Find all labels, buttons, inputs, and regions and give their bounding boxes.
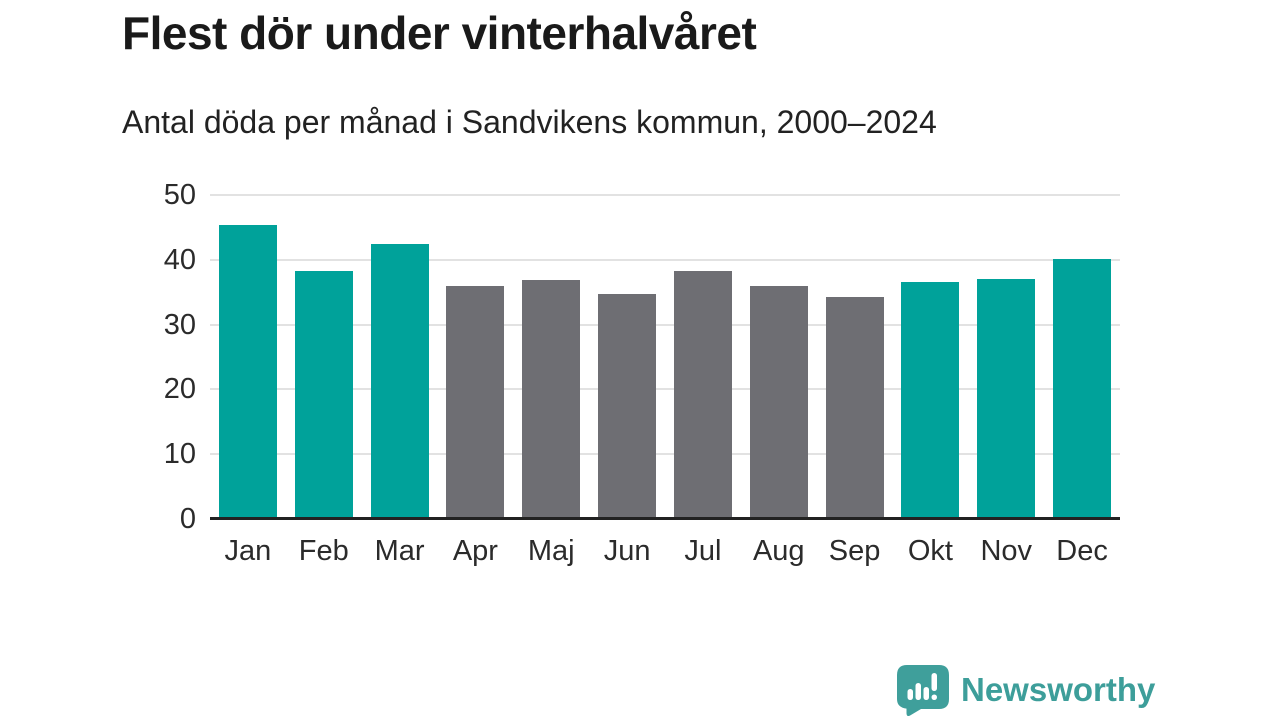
- chart-subtitle: Antal döda per månad i Sandvikens kommun…: [122, 104, 937, 140]
- x-axis-tick-label: Nov: [980, 535, 1033, 567]
- bar-apr: [446, 285, 505, 519]
- plot-area: [210, 194, 1120, 520]
- x-axis-tick-label: Jan: [224, 535, 272, 567]
- bar-sep: [825, 297, 884, 519]
- brand-name: Newsworthy: [961, 671, 1156, 708]
- x-axis-tick-label: Mar: [374, 535, 425, 567]
- y-axis-tick-label: 0: [179, 503, 196, 535]
- x-axis-line: [210, 517, 1120, 520]
- bar-okt: [901, 281, 960, 519]
- x-axis-tick-label: Jun: [603, 535, 651, 567]
- y-axis-tick-label: 10: [163, 438, 196, 471]
- x-axis-tick-label: Sep: [828, 535, 881, 567]
- x-axis-tick-label: Dec: [1056, 535, 1108, 567]
- bar-feb: [294, 270, 353, 519]
- x-axis-tick-label: Jul: [684, 535, 722, 567]
- x-axis-tick-label: Apr: [452, 535, 498, 567]
- y-axis-tick-label: 50: [163, 179, 196, 211]
- chart-title: Flest dör under vinterhalvåret: [122, 7, 757, 59]
- y-axis-tick-label: 20: [163, 373, 196, 406]
- bar-nov: [977, 279, 1036, 519]
- gridline-30: [210, 323, 1120, 326]
- x-axis-tick-label: Feb: [298, 535, 349, 567]
- bar-maj: [522, 279, 581, 519]
- bar-jul: [673, 271, 732, 519]
- bar-dec: [1053, 259, 1112, 519]
- x-axis-tick-label: Maj: [527, 535, 575, 567]
- y-axis-tick-label: 40: [163, 243, 196, 276]
- gridline-20: [210, 388, 1120, 391]
- bar-jan: [218, 225, 277, 519]
- brand-footer: Newsworthy: [894, 664, 1156, 717]
- gridline-40: [210, 258, 1120, 261]
- gridline-50: [210, 194, 1120, 196]
- bar-chart: 0 10 20 30 40 50 Jan Feb Mar Apr Maj Jun Jul Aug Sep Ok…: [0, 179, 1280, 595]
- newsworthy-logo-icon: [894, 664, 952, 717]
- bar-jun: [598, 293, 657, 519]
- x-axis-tick-label: Aug: [752, 535, 805, 567]
- gridline-10: [210, 453, 1120, 456]
- x-axis-tick-label: Okt: [907, 535, 953, 567]
- bar-mar: [370, 244, 429, 519]
- y-axis-tick-label: 30: [163, 308, 196, 341]
- bar-aug: [749, 286, 808, 519]
